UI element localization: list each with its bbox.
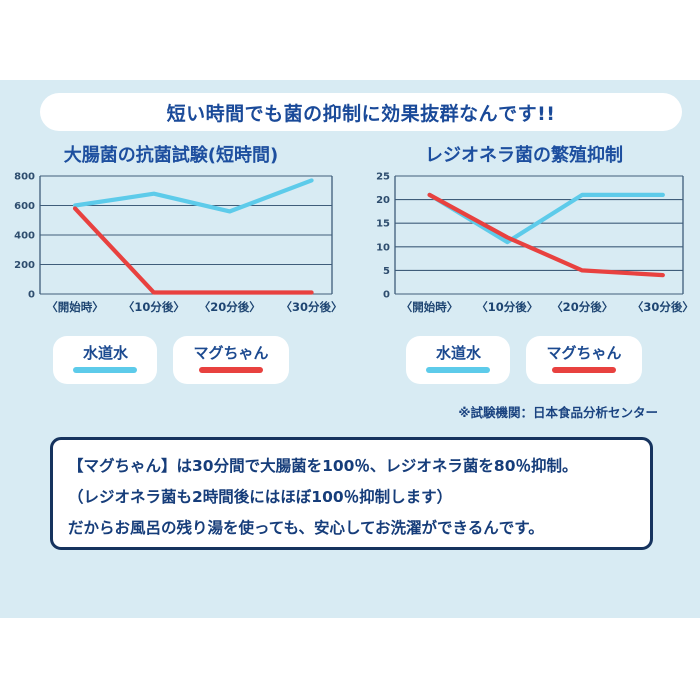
magchan-line-swatch <box>551 367 616 373</box>
legend-group-left: 水道水 マグちゃん <box>4 336 338 384</box>
legend-water: 水道水 <box>406 336 511 384</box>
svg-text:〈30分後〉: 〈30分後〉 <box>632 300 689 314</box>
legend-magchan-label: マグちゃん <box>193 344 269 362</box>
chart-ecoli: 大腸菌の抗菌試験(短時間) 0 200 400 600 800 〈開始時〉 〈10分後〉 〈2… <box>4 144 338 320</box>
svg-text:〈20分後〉: 〈20分後〉 <box>199 300 261 314</box>
water-line-swatch <box>426 367 491 373</box>
svg-text:20: 20 <box>376 195 390 206</box>
legend-magchan: マグちゃん <box>173 336 289 384</box>
header-banner: 短い時間でも菌の抑制に効果抜群なんです!! <box>40 93 682 131</box>
legend-water-label: 水道水 <box>82 344 128 362</box>
banner-title: 短い時間でも菌の抑制に効果抜群なんです!! <box>166 102 556 125</box>
info-line-1: 【マグちゃん】は30分間で大腸菌を100％、レジオネラ菌を80％抑制。 <box>68 457 578 475</box>
legend-magchan: マグちゃん <box>526 336 642 384</box>
svg-text:0: 0 <box>28 290 35 301</box>
svg-text:〈10分後〉: 〈10分後〉 <box>476 300 538 314</box>
svg-text:5: 5 <box>383 266 390 277</box>
info-line-3: だからお風呂の残り湯を使っても、安心してお洗濯ができるんです。 <box>68 519 544 537</box>
info-box: 【マグちゃん】は30分間で大腸菌を100％、レジオネラ菌を80％抑制。 （レジオ… <box>50 437 653 550</box>
svg-text:800: 800 <box>14 172 35 183</box>
svg-text:〈開始時〉: 〈開始時〉 <box>46 300 104 314</box>
water-line-swatch <box>73 367 138 373</box>
svg-text:10: 10 <box>376 242 390 253</box>
svg-text:200: 200 <box>14 260 35 271</box>
legionella-line-chart: 0 5 10 15 20 25 〈開始時〉 〈10分後〉 〈20分後〉 〈30分後〉 <box>376 172 689 315</box>
svg-text:25: 25 <box>376 172 390 183</box>
legend-magchan-label: マグちゃん <box>546 344 622 362</box>
main-panel: 短い時間でも菌の抑制に効果抜群なんです!! 大腸菌の抗菌試験(短時間) 0 200… <box>0 80 700 618</box>
svg-text:〈10分後〉: 〈10分後〉 <box>123 300 185 314</box>
chart-title-legionella: レジオネラ菌の繁殖抑制 <box>425 145 623 166</box>
chart-legionella: レジオネラ菌の繁殖抑制 0 5 10 15 20 25 〈開始時〉 〈10分後〉 〈20分後〉 〈… <box>359 144 689 320</box>
svg-text:15: 15 <box>376 219 390 230</box>
ecoli-line-chart: 0 200 400 600 800 〈開始時〉 〈10分後〉 〈20分後〉 〈30分後〉 <box>14 172 338 315</box>
chart-title-ecoli: 大腸菌の抗菌試験(短時間) <box>63 145 279 166</box>
svg-text:0: 0 <box>383 290 390 301</box>
info-line-2: （レジオネラ菌も2時間後にはほぼ100％抑制します） <box>68 488 453 506</box>
legend-water-label: 水道水 <box>435 344 481 362</box>
magchan-line-swatch <box>198 367 263 373</box>
legend-group-right: 水道水 マグちゃん <box>359 336 689 384</box>
svg-text:〈20分後〉: 〈20分後〉 <box>551 300 613 314</box>
test-agency-note: ※試験機関：日本食品分析センター <box>458 405 658 420</box>
legend-water: 水道水 <box>53 336 158 384</box>
svg-text:400: 400 <box>14 231 35 242</box>
svg-text:〈30分後〉: 〈30分後〉 <box>281 300 338 314</box>
svg-text:600: 600 <box>14 201 35 212</box>
svg-text:〈開始時〉: 〈開始時〉 <box>401 300 459 314</box>
